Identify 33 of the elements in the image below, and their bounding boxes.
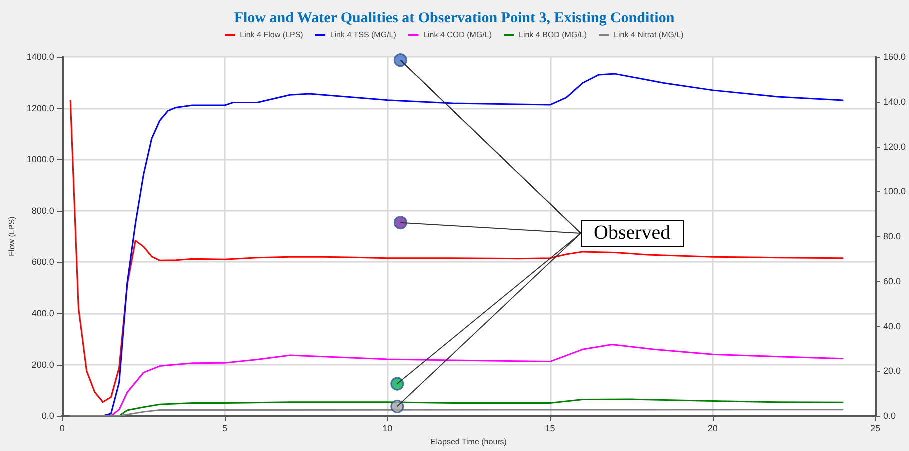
- y-tick-label: 1200.0: [26, 103, 54, 114]
- annotation: Observed: [581, 220, 684, 247]
- x-axis-title: Elapsed Time (hours): [430, 438, 508, 446]
- y-tick-label: 400.0: [32, 308, 54, 318]
- y2-tick-label: 160.0: [883, 52, 906, 62]
- y-tick-label: 0.0: [42, 411, 54, 422]
- y-tick-label: 1400.0: [26, 52, 54, 62]
- y2-tick-label: 20.0: [883, 366, 902, 376]
- x-tick-label: 15: [545, 424, 556, 434]
- y2-tick-label: 60.0: [883, 276, 902, 286]
- x-tick-label: 20: [708, 424, 718, 434]
- line-series: [70, 409, 844, 417]
- x-tick-label: 25: [870, 424, 880, 434]
- x-tick-label: 5: [222, 424, 228, 434]
- y-tick-label: 1000.0: [26, 154, 54, 165]
- y-tick-label: 600.0: [32, 257, 54, 268]
- x-tick-label: 0: [60, 424, 65, 434]
- y2-tick-label: 0.0: [883, 411, 896, 422]
- legend-label: Link 4 BOD (MG/L): [519, 30, 588, 40]
- legend-label: Link 4 Nitrat (MG/L): [614, 30, 684, 40]
- legend-label: Link 4 COD (MG/L): [424, 30, 492, 40]
- legend-label: Link 4 Flow (LPS): [240, 30, 304, 40]
- y-tick-label: 800.0: [32, 206, 54, 216]
- y2-tick-label: 140.0: [883, 96, 906, 107]
- legend-label: Link 4 TSS (MG/L): [330, 30, 397, 40]
- y-tick-label: 200.0: [32, 360, 54, 370]
- x-tick-label: 10: [382, 424, 393, 434]
- y2-tick-label: 80.0: [883, 232, 902, 242]
- y-axis-title: Flow (LPS): [8, 216, 16, 256]
- y2-tick-label: 100.0: [883, 186, 906, 197]
- chart-title: Flow and Water Qualities at Observation Point 3, Existing Condition: [234, 10, 676, 26]
- y2-tick-label: 120.0: [883, 142, 906, 152]
- y2-tick-label: 40.0: [883, 321, 902, 332]
